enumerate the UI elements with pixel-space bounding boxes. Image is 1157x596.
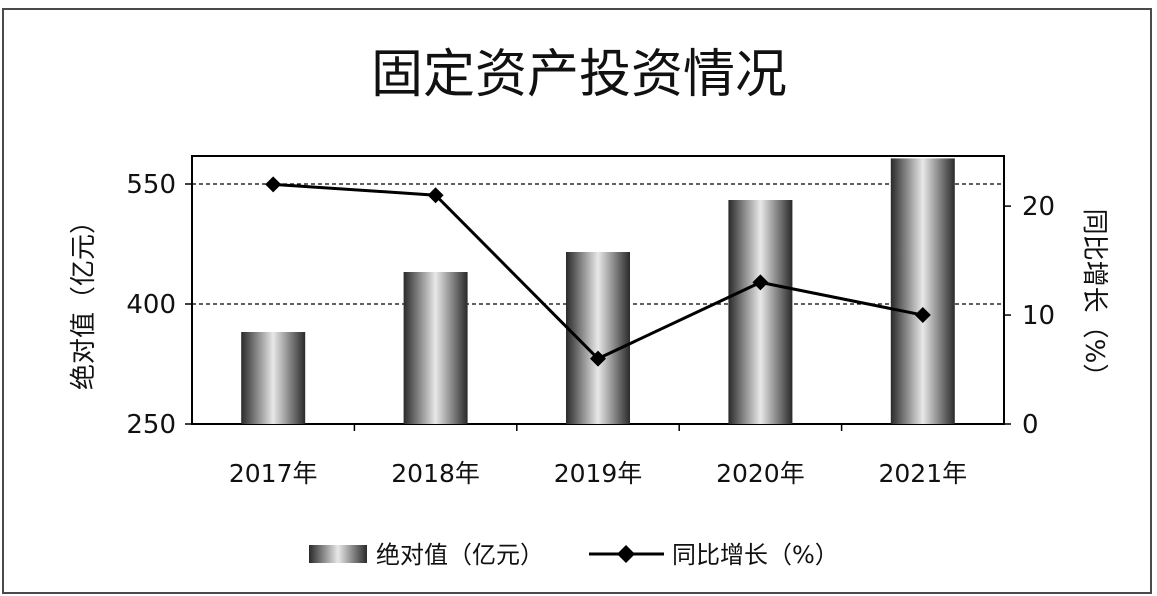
right-axis-title: 同比增长（%） bbox=[1079, 209, 1109, 390]
bar bbox=[403, 272, 468, 424]
left-tick-label: 550 bbox=[126, 170, 176, 200]
growth-point bbox=[427, 187, 444, 204]
growth-point bbox=[752, 274, 769, 291]
x-tick-label: 2021年 bbox=[878, 459, 967, 488]
growth-point bbox=[590, 350, 606, 367]
right-tick-label: 10 bbox=[1022, 301, 1055, 331]
legend-bar-swatch bbox=[309, 545, 367, 563]
legend-line-marker bbox=[617, 545, 635, 563]
x-tick-label: 2019年 bbox=[554, 459, 643, 488]
bar bbox=[241, 332, 306, 424]
legend-line-label: 同比增长（%） bbox=[672, 541, 839, 569]
growth-point bbox=[265, 176, 282, 193]
bar bbox=[890, 158, 955, 424]
right-tick-label: 20 bbox=[1022, 192, 1055, 222]
right-tick-label: 0 bbox=[1022, 410, 1039, 440]
left-tick-label: 400 bbox=[126, 290, 176, 320]
chart-title: 固定资产投资情况 bbox=[371, 45, 787, 105]
x-tick-label: 2018年 bbox=[391, 459, 480, 488]
growth-point bbox=[914, 307, 931, 324]
legend-bar-label: 绝对值（亿元） bbox=[376, 541, 544, 569]
legend: 绝对值（亿元） 同比增长（%） bbox=[309, 541, 839, 569]
left-axis-title: 绝对值（亿元） bbox=[69, 208, 99, 390]
x-tick-label: 2017年 bbox=[229, 459, 318, 488]
left-tick-label: 250 bbox=[126, 410, 176, 440]
chart-frame: 固定资产投资情况 2017年 2018年 2019年 2020年 2021年 250 400… bbox=[2, 8, 1152, 594]
chart-svg: 固定资产投资情况 2017年 2018年 2019年 2020年 2021年 250 400… bbox=[69, 45, 1109, 569]
plot-area: 2017年 2018年 2019年 2020年 2021年 250 400 550 0 10 20 bbox=[126, 155, 1055, 488]
x-tick-label: 2020年 bbox=[716, 459, 805, 488]
bar bbox=[728, 200, 793, 424]
